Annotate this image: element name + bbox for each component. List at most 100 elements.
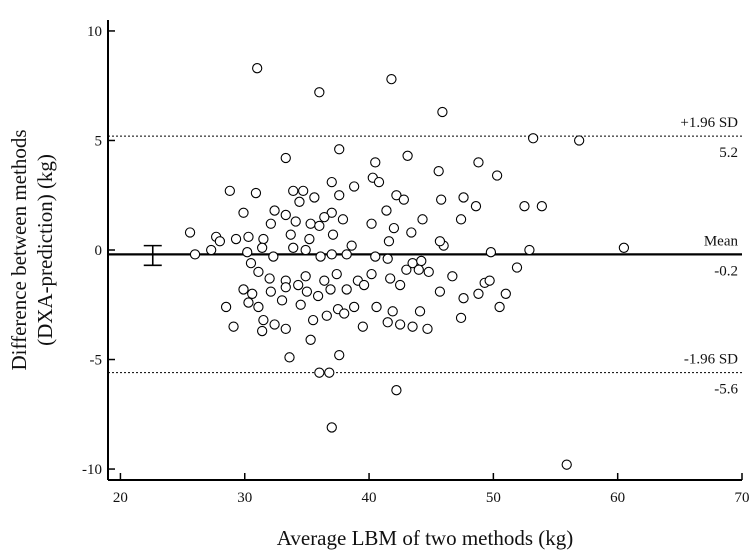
- data-point: [247, 288, 258, 299]
- upper-loa-value-label: 5.2: [719, 145, 738, 161]
- data-point: [357, 321, 368, 332]
- data-point: [280, 282, 291, 293]
- data-point: [348, 301, 360, 313]
- mean-value-label: -0.2: [714, 263, 738, 279]
- data-point: [387, 306, 398, 317]
- data-point: [334, 144, 345, 155]
- data-point: [301, 286, 313, 297]
- data-point: [326, 422, 337, 433]
- data-point: [366, 268, 377, 280]
- data-point: [256, 242, 268, 253]
- data-point: [334, 349, 345, 361]
- data-point: [290, 216, 301, 227]
- data-point: [252, 63, 263, 74]
- data-point: [470, 201, 482, 212]
- y-tick-label: 10: [87, 24, 102, 40]
- data-point: [417, 214, 428, 225]
- data-point: [436, 194, 447, 205]
- data-point: [406, 227, 417, 238]
- data-point: [253, 301, 264, 313]
- y-tick-label: -10: [82, 462, 102, 478]
- data-point: [285, 229, 296, 240]
- data-point: [373, 176, 385, 188]
- data-point: [382, 317, 393, 328]
- data-point: [269, 319, 280, 330]
- data-point: [250, 187, 262, 199]
- data-point: [500, 288, 511, 299]
- data-point: [358, 279, 370, 291]
- y-axis-title-line1: Difference between methods: [7, 129, 31, 370]
- data-point: [524, 244, 535, 256]
- error-bar: [143, 244, 162, 267]
- data-point: [269, 205, 280, 216]
- data-point: [184, 227, 196, 238]
- upper-loa-label: +1.96 SD: [680, 115, 738, 131]
- data-point: [331, 268, 342, 280]
- data-point: [618, 242, 630, 253]
- data-point: [394, 319, 406, 330]
- data-point: [256, 325, 268, 337]
- data-point: [434, 236, 446, 247]
- data-point: [314, 220, 325, 232]
- x-tick-label: 20: [113, 490, 128, 506]
- data-point: [402, 150, 413, 161]
- data-point: [434, 286, 446, 297]
- data-point: [413, 264, 424, 275]
- data-point: [284, 352, 295, 363]
- data-point: [386, 73, 397, 85]
- data-point: [228, 321, 239, 332]
- data-point: [484, 275, 495, 286]
- data-point: [268, 251, 279, 262]
- lower-loa-label: -1.96 SD: [684, 352, 738, 368]
- data-point: [385, 273, 396, 284]
- data-point: [305, 334, 316, 345]
- data-point: [258, 314, 269, 326]
- x-tick-label: 30: [237, 490, 252, 506]
- data-point: [334, 190, 345, 201]
- data-point: [455, 214, 467, 225]
- data-point: [391, 385, 402, 396]
- data-point: [324, 367, 335, 378]
- data-point: [280, 209, 291, 221]
- data-point: [339, 308, 350, 319]
- data-point: [370, 157, 381, 168]
- data-point: [447, 271, 458, 282]
- data-point: [312, 290, 324, 302]
- data-point: [243, 297, 254, 308]
- data-point: [206, 244, 217, 256]
- x-axis-title: Average LBM of two methods (kg): [277, 526, 573, 550]
- data-point: [253, 266, 264, 278]
- y-tick-label: 5: [95, 133, 103, 149]
- data-point: [528, 133, 539, 144]
- data-point: [383, 236, 395, 247]
- data-point: [309, 192, 320, 203]
- data-point: [561, 459, 572, 470]
- data-point: [494, 301, 505, 313]
- reference-lines: +1.96 SD 5.2 Mean -0.2 -1.96 SD -5.6: [108, 115, 742, 398]
- data-point: [288, 185, 299, 197]
- y-tick-label: 0: [95, 243, 103, 259]
- data-point: [394, 279, 406, 291]
- y-axis-title-line2: (DXA-prediction) (kg): [33, 154, 57, 346]
- lower-loa-value-label: -5.6: [714, 382, 738, 398]
- data-point: [321, 310, 332, 321]
- data-point: [319, 211, 330, 223]
- data-point: [437, 106, 448, 118]
- data-point: [265, 286, 277, 297]
- data-point: [473, 157, 484, 168]
- data-point: [224, 185, 235, 197]
- x-tick-label: 40: [362, 490, 377, 506]
- data-point: [337, 214, 349, 225]
- data-point: [293, 279, 304, 291]
- data-point: [326, 176, 337, 188]
- data-point: [294, 196, 305, 207]
- data-points: [184, 63, 630, 470]
- data-point: [381, 205, 392, 216]
- data-point: [473, 288, 484, 299]
- data-point: [265, 218, 277, 229]
- data-point: [280, 152, 291, 164]
- mean-label: Mean: [704, 233, 739, 249]
- data-point: [245, 257, 257, 269]
